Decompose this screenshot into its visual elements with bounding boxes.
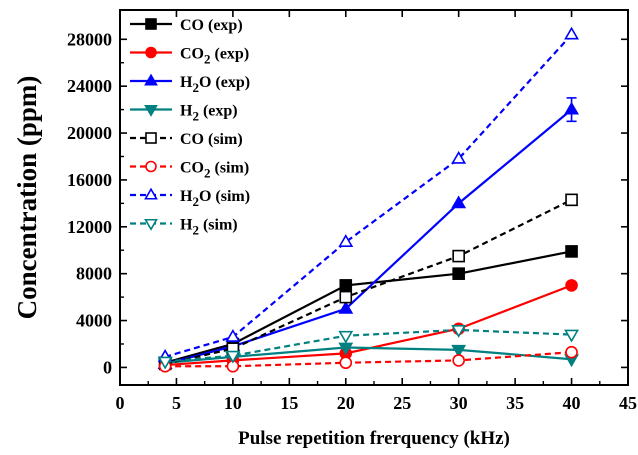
data-point bbox=[338, 330, 354, 344]
data-point bbox=[339, 356, 353, 370]
data-point bbox=[452, 267, 465, 280]
data-point bbox=[565, 345, 578, 359]
data-point bbox=[565, 193, 578, 207]
data-point bbox=[451, 195, 467, 209]
x-tick-label: 5 bbox=[172, 393, 181, 413]
legend-entry: CO (sim) bbox=[130, 131, 243, 148]
x-tick-label: 10 bbox=[224, 393, 242, 413]
data-point bbox=[564, 26, 579, 40]
y-tick-label: 12000 bbox=[67, 217, 112, 237]
error-bar bbox=[566, 97, 577, 123]
x-tick-label: 35 bbox=[506, 393, 524, 413]
legend-entry: H2O (exp) bbox=[130, 73, 250, 95]
x-tick-label: 30 bbox=[450, 393, 468, 413]
x-tick-label: 0 bbox=[116, 393, 125, 413]
data-point bbox=[338, 300, 354, 314]
y-axis-title: Concentration (ppm) bbox=[12, 76, 42, 320]
data-point bbox=[225, 350, 241, 364]
legend-label: CO (exp) bbox=[180, 17, 243, 34]
y-tick-label: 24000 bbox=[67, 76, 112, 96]
legend-entry: H2 (exp) bbox=[130, 103, 238, 124]
legend-entry: CO2 (sim) bbox=[130, 160, 249, 181]
data-point bbox=[565, 245, 578, 258]
legend-entry: CO (exp) bbox=[130, 17, 243, 34]
legend-marker bbox=[145, 18, 157, 30]
x-tick-label: 20 bbox=[337, 393, 355, 413]
y-tick-label: 4000 bbox=[76, 311, 112, 331]
legend-marker bbox=[144, 218, 158, 231]
series-h2-sim bbox=[157, 324, 579, 370]
x-axis-title: Pulse repetition frerquency (kHz) bbox=[238, 428, 510, 449]
series-line bbox=[164, 250, 572, 364]
data-point bbox=[451, 324, 467, 338]
y-tick-label: 8000 bbox=[76, 264, 112, 284]
legend-entry: CO2 (exp) bbox=[130, 46, 249, 67]
series-co2-sim bbox=[158, 345, 578, 373]
legend-label: H2O (sim) bbox=[180, 188, 250, 209]
legend-label: H2 (sim) bbox=[180, 217, 238, 238]
data-point bbox=[452, 249, 465, 263]
data-point bbox=[451, 344, 467, 358]
data-point bbox=[339, 290, 353, 304]
data-point bbox=[564, 329, 579, 343]
y-tick-label: 28000 bbox=[67, 29, 112, 49]
data-point bbox=[452, 354, 465, 367]
legend-marker bbox=[144, 187, 158, 200]
x-tick-label: 25 bbox=[393, 393, 411, 413]
x-tick-label: 45 bbox=[619, 393, 637, 413]
legend-label: CO2 (exp) bbox=[180, 46, 249, 67]
legend-marker bbox=[144, 104, 158, 117]
legend-label: CO2 (sim) bbox=[180, 160, 249, 181]
legend-marker bbox=[144, 73, 158, 86]
x-tick-label: 40 bbox=[563, 393, 581, 413]
legend-label: H2 (exp) bbox=[180, 103, 238, 124]
x-tick-label: 15 bbox=[280, 393, 298, 413]
legend-entry: H2O (sim) bbox=[130, 187, 250, 209]
legend-marker bbox=[145, 160, 157, 173]
legend-marker bbox=[145, 46, 157, 59]
legend-entry: H2 (sim) bbox=[130, 217, 238, 238]
data-point bbox=[339, 279, 353, 292]
plot-area bbox=[157, 26, 579, 373]
y-tick-label: 16000 bbox=[67, 170, 112, 190]
x-axis: 0 5 10 15 20 25 30 35 40 45 bbox=[116, 10, 637, 413]
y-axis: 0 4000 8000 12000 16000 20000 24000 28000 bbox=[67, 29, 628, 377]
legend-label: CO (sim) bbox=[180, 131, 243, 148]
y-tick-label: 20000 bbox=[67, 123, 112, 143]
data-point bbox=[451, 150, 467, 164]
legend-marker bbox=[145, 132, 157, 144]
series-line bbox=[164, 33, 573, 358]
legend: CO (exp) CO2 (exp) H2O (exp) H2 (exp) CO (si… bbox=[130, 17, 250, 238]
data-point bbox=[565, 279, 578, 292]
legend-label: H2O (exp) bbox=[180, 74, 250, 95]
y-tick-label: 0 bbox=[103, 357, 112, 377]
data-point bbox=[225, 329, 241, 342]
data-point bbox=[157, 356, 173, 370]
data-point bbox=[338, 234, 354, 247]
